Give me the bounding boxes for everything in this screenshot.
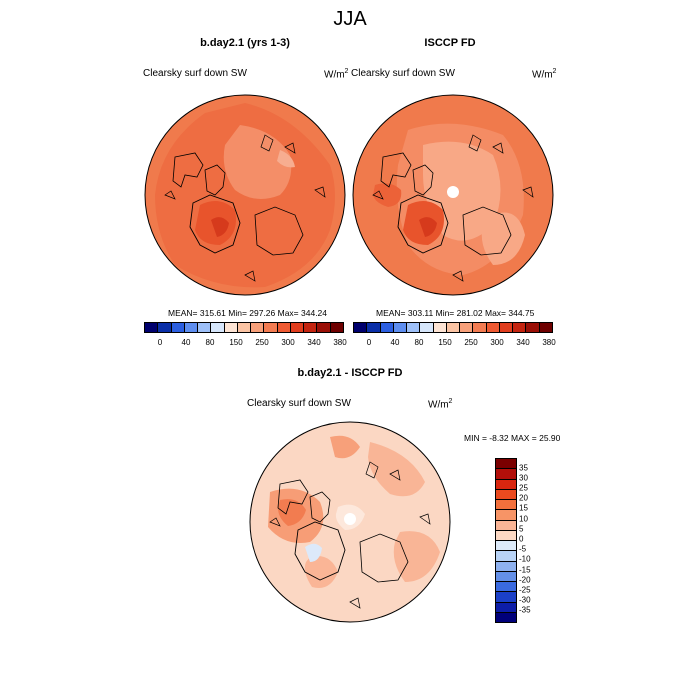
colorbar-tick-label: -25 — [519, 585, 531, 595]
obs-units-label: W/m2 — [532, 68, 557, 81]
colorbar-tick-label: 0 — [157, 338, 163, 347]
diff-units-label: W/m2 — [428, 398, 453, 411]
obs-colorbar-swatches — [353, 322, 553, 333]
colorbar-tick-label: 20 — [519, 493, 528, 503]
colorbar-tick-label: 0 — [519, 534, 524, 544]
colorbar-tick-label: 340 — [516, 338, 530, 347]
model-panel-title: b.day2.1 (yrs 1-3) — [200, 37, 290, 49]
diff-panel-title: b.day2.1 - ISCCP FD — [297, 367, 403, 379]
colorbar-tick-label: 15 — [519, 503, 528, 513]
diff-colorbar-swatches — [495, 458, 517, 623]
colorbar-tick-label: -20 — [519, 575, 531, 585]
colorbar-tick-label: -15 — [519, 565, 531, 575]
colorbar-tick-label: 0 — [366, 338, 372, 347]
colorbar-tick-label: 380 — [542, 338, 556, 347]
model-stats: MEAN= 315.61 Min= 297.26 Max= 344.24 — [168, 308, 328, 318]
colorbar-tick-label: 80 — [414, 338, 424, 347]
obs-polar-map — [352, 94, 554, 296]
obs-variable-label: Clearsky surf down SW — [351, 68, 455, 79]
diff-colorbar: 35 30 25 20 15 10 5 0 -5 -10 -15 -20 -25… — [495, 458, 555, 623]
colorbar-tick-label: 340 — [307, 338, 321, 347]
colorbar-tick-label: 80 — [205, 338, 215, 347]
colorbar-tick-label: -5 — [519, 544, 527, 554]
colorbar-tick-label: 40 — [181, 338, 191, 347]
model-units-label: W/m2 — [324, 68, 349, 81]
colorbar-tick-label: 35 — [519, 463, 528, 473]
obs-panel-title: ISCCP FD — [424, 37, 476, 49]
colorbar-tick-label: 10 — [519, 514, 528, 524]
model-variable-label: Clearsky surf down SW — [143, 68, 247, 79]
colorbar-tick-label: -35 — [519, 605, 531, 615]
model-colorbar-swatches — [144, 322, 344, 333]
colorbar-tick-label: 250 — [464, 338, 478, 347]
colorbar-tick-label: 250 — [255, 338, 269, 347]
colorbar-tick-label: 30 — [519, 473, 528, 483]
colorbar-tick-label: 40 — [390, 338, 400, 347]
colorbar-tick-label: 25 — [519, 483, 528, 493]
colorbar-tick-label: 380 — [333, 338, 347, 347]
colorbar-tick-label: 300 — [281, 338, 295, 347]
colorbar-tick-label: -30 — [519, 595, 531, 605]
colorbar-tick-label: -10 — [519, 554, 531, 564]
figure-title: JJA — [333, 8, 367, 30]
obs-colorbar: 0 40 80 150 250 300 340 380 — [353, 322, 556, 348]
diff-polar-map — [249, 421, 451, 623]
colorbar-tick-label: 150 — [438, 338, 452, 347]
diff-stats: MIN = -8.32 MAX = 25.90 — [464, 433, 561, 443]
model-polar-map — [144, 94, 346, 296]
colorbar-tick-label: 5 — [519, 524, 524, 534]
diff-variable-label: Clearsky surf down SW — [247, 398, 351, 409]
model-colorbar: 0 40 80 150 250 300 340 380 — [144, 322, 347, 348]
obs-stats: MEAN= 303.11 Min= 281.02 Max= 344.75 — [376, 308, 535, 318]
colorbar-tick-label: 300 — [490, 338, 504, 347]
colorbar-tick-label: 150 — [229, 338, 243, 347]
